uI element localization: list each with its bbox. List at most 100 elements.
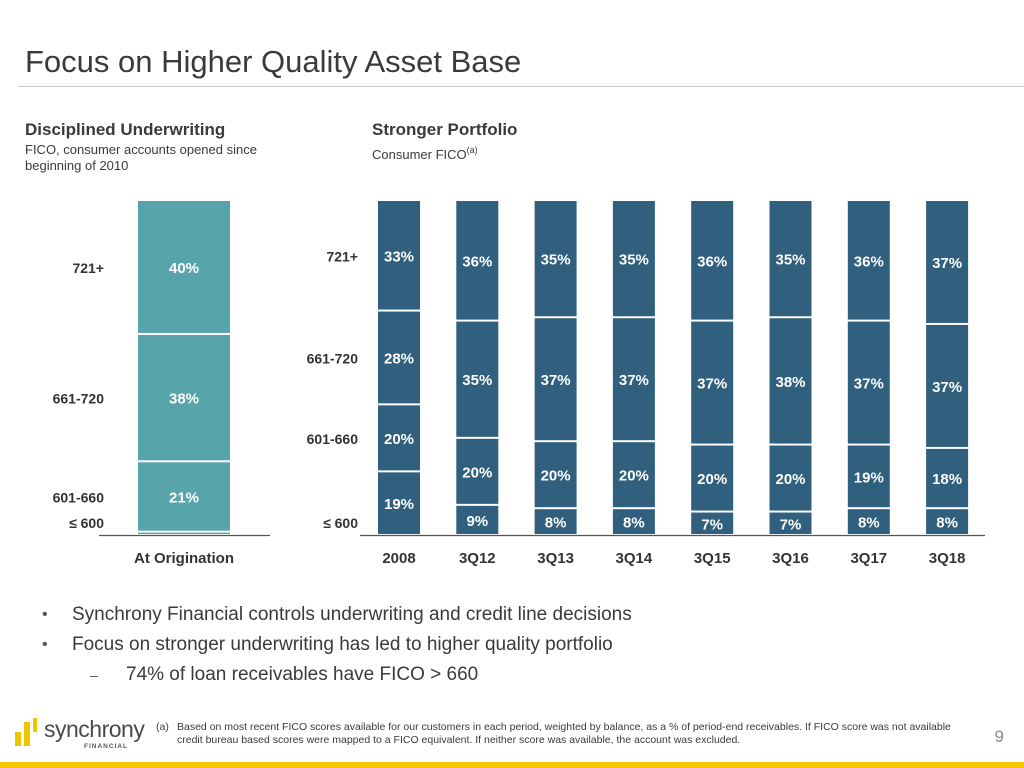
bullet-list: Synchrony Financial controls underwritin…: [42, 600, 632, 690]
right-section-heading: Stronger Portfolio: [372, 120, 518, 139]
bar-segment--600: [138, 532, 230, 534]
data-label: 28%: [384, 350, 414, 367]
x-tick-label: 3Q14: [616, 550, 653, 567]
data-label: 8%: [545, 515, 567, 532]
logo-mark-icon: [33, 718, 37, 732]
footnote-ref: (a): [466, 145, 478, 155]
data-label: 20%: [619, 468, 649, 485]
data-label: 18%: [932, 471, 962, 488]
title-divider: [18, 86, 1024, 87]
bar-segment-661-720: [138, 335, 230, 461]
data-label: 37%: [854, 376, 884, 393]
data-label: 20%: [697, 471, 727, 488]
data-label: 40%: [169, 260, 199, 277]
bullet-item: Focus on stronger underwriting has led t…: [42, 630, 632, 660]
data-label: 19%: [854, 469, 884, 486]
footnote-text: Based on most recent FICO scores availab…: [177, 721, 951, 746]
bar-segment--600: [534, 509, 577, 534]
x-tick-label: At Origination: [134, 550, 234, 567]
data-label: 35%: [541, 252, 571, 269]
data-label: 9%: [466, 513, 488, 530]
synchrony-logo: synchrony FINANCIAL: [12, 716, 145, 752]
origination-chart: 1%21%38%40%At Origination≤ 600601-660661…: [53, 201, 270, 567]
x-tick-label: 3Q12: [459, 550, 496, 567]
footnote-marker: (a): [156, 721, 169, 733]
series-label: 661-720: [307, 350, 359, 366]
data-label: 36%: [462, 253, 492, 270]
series-label: 721+: [326, 248, 358, 264]
data-label: 7%: [780, 516, 802, 533]
bar-segment--600: [926, 509, 969, 534]
logo-wordmark: synchrony: [44, 716, 145, 742]
portfolio-chart: 19% 20% 28% 33% 2008 9% 20% 35% 36% 3Q12 8% 20% 37% 3…: [307, 201, 985, 567]
x-tick-label: 3Q18: [929, 550, 966, 567]
bar-segment-661-720: [926, 324, 969, 447]
logo-mark-icon: [24, 722, 30, 746]
data-label: 38%: [775, 374, 805, 391]
bar-segment-601-660: [378, 405, 420, 471]
left-section-heading: Disciplined Underwriting: [25, 120, 226, 139]
data-label: 35%: [775, 252, 805, 269]
series-label: 661-720: [53, 391, 105, 407]
x-tick-label: 3Q17: [850, 550, 887, 567]
data-label: 8%: [858, 515, 880, 532]
series-label: ≤ 600: [323, 515, 358, 531]
bar-segment-721-: [534, 201, 577, 317]
bar-segment-601-660: [456, 438, 499, 504]
bar-segment-601-660: [534, 442, 577, 508]
bar-segment-721-: [138, 201, 230, 333]
data-label: 37%: [932, 379, 962, 396]
data-label: 37%: [932, 255, 962, 272]
bar-segment-721-: [378, 201, 420, 310]
bar-segment-721-: [847, 201, 890, 320]
bar-segment-601-660: [691, 445, 734, 511]
bar-segment--600: [847, 509, 890, 534]
series-label: 601-660: [307, 431, 359, 447]
data-label: 37%: [697, 376, 727, 393]
bar-segment-601-660: [926, 448, 969, 508]
data-label: 20%: [384, 431, 414, 448]
data-label: 36%: [697, 253, 727, 270]
bar-segment-721-: [926, 201, 969, 323]
bar-segment-661-720: [847, 321, 890, 444]
data-label: 21%: [169, 489, 199, 506]
series-label: 721+: [72, 260, 104, 276]
bar-segment-601-660: [847, 445, 890, 508]
x-tick-label: 3Q15: [694, 550, 731, 567]
page-number: 9: [994, 727, 1004, 746]
x-tick-label: 3Q13: [537, 550, 574, 567]
bar-segment-721-: [612, 201, 655, 317]
data-label: 20%: [541, 468, 571, 485]
bar-segment-661-720: [534, 318, 577, 441]
data-label: 33%: [384, 248, 414, 265]
data-label: 36%: [854, 253, 884, 270]
bar-segment-601-660: [612, 442, 655, 508]
data-label: 19%: [384, 496, 414, 513]
x-tick-label: 2008: [382, 550, 415, 567]
series-label: ≤ 600: [69, 515, 104, 531]
data-label: 38%: [169, 391, 199, 408]
bar-segment-721-: [456, 201, 499, 320]
left-section-subtitle: FICO, consumer accounts opened since beg…: [25, 142, 257, 173]
bar-segment--600: [456, 505, 499, 534]
bar-segment-661-720: [456, 321, 499, 437]
bar-segment--600: [769, 512, 812, 534]
data-label: 20%: [775, 471, 805, 488]
bullet-item: Synchrony Financial controls underwritin…: [42, 600, 632, 630]
data-label: 20%: [462, 464, 492, 481]
bar-segment-601-660: [769, 445, 812, 511]
bar-segment-661-720: [378, 311, 420, 404]
data-label: 35%: [619, 252, 649, 269]
sub-bullet-item: 74% of loan receivables have FICO > 660: [42, 660, 632, 690]
bar-segment-721-: [691, 201, 734, 320]
data-label: 8%: [936, 515, 958, 532]
right-section-subtitle: Consumer FICO(a): [372, 142, 478, 163]
bar-segment-661-720: [691, 321, 734, 444]
footer-accent-bar: [0, 762, 1024, 768]
series-label: 601-660: [53, 489, 105, 505]
bar-segment-661-720: [612, 318, 655, 441]
x-tick-label: 3Q16: [772, 550, 809, 567]
slide-title: Focus on Higher Quality Asset Base: [25, 44, 522, 79]
right-section-subtitle-text: Consumer FICO: [372, 147, 467, 162]
bar-segment-721-: [769, 201, 812, 317]
